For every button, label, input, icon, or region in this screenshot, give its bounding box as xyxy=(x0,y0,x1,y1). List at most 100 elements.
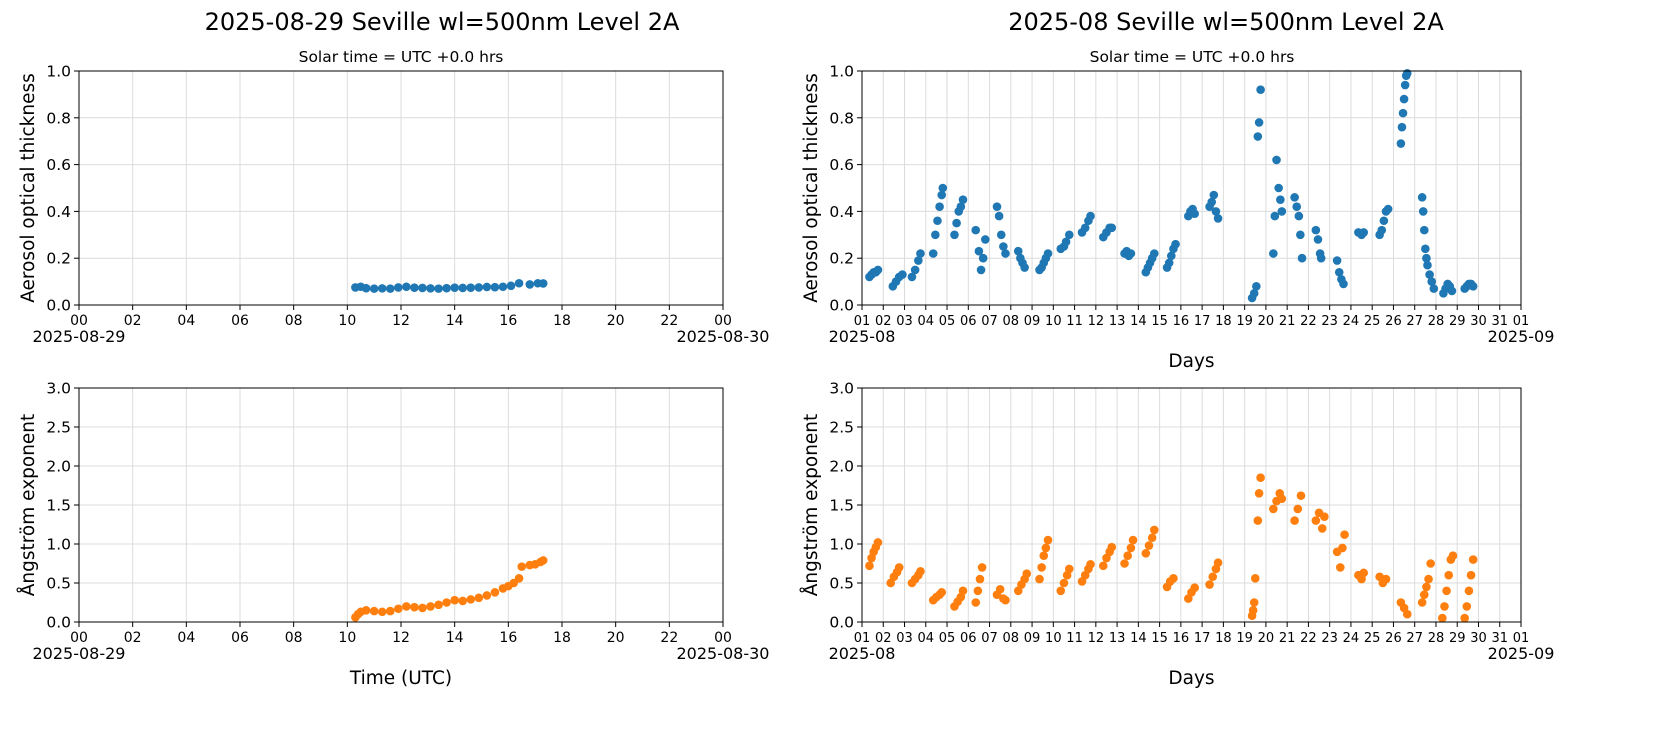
x-tick-label: 10 xyxy=(338,313,356,329)
y-tick-label: 2.5 xyxy=(46,419,71,437)
data-point xyxy=(1320,512,1329,521)
x-tick-label: 20 xyxy=(607,313,625,329)
y-tick-label: 0.8 xyxy=(829,109,854,127)
data-point xyxy=(938,183,948,193)
x-tick-label: 26 xyxy=(1385,314,1402,329)
x-tick-label: 20 xyxy=(1258,631,1275,646)
x-tick-label: 16 xyxy=(1173,314,1190,329)
data-point xyxy=(1311,225,1321,235)
data-point xyxy=(1035,574,1044,584)
right-panel-title: 2025-08 Seville wl=500nm Level 2A xyxy=(1008,8,1444,36)
data-point xyxy=(1396,139,1406,148)
plot-frame xyxy=(861,70,1522,306)
data-point xyxy=(1254,118,1264,127)
data-point xyxy=(974,246,984,256)
x-tick-label: 27 xyxy=(1406,314,1423,329)
x-tick-label: 28 xyxy=(1428,314,1445,329)
x-tick-label: 03 xyxy=(896,631,913,646)
x-tick-label: 14 xyxy=(1130,631,1147,646)
x-tick-label: 16 xyxy=(1173,631,1190,646)
data-point xyxy=(1126,543,1136,553)
data-point xyxy=(1205,580,1214,589)
data-point xyxy=(1144,541,1154,550)
data-point xyxy=(1460,613,1469,623)
data-point xyxy=(1332,256,1342,265)
y-tick-label: 0.5 xyxy=(46,575,71,593)
x-tick-label: 21 xyxy=(1279,314,1296,329)
data-point xyxy=(1249,289,1259,298)
data-point xyxy=(1141,549,1151,558)
data-point xyxy=(1126,249,1136,258)
data-point xyxy=(1043,535,1053,545)
data-point xyxy=(1213,214,1223,223)
data-point xyxy=(1400,80,1410,90)
data-point xyxy=(377,607,387,617)
data-point xyxy=(907,272,917,282)
data-point xyxy=(418,283,427,293)
data-point xyxy=(1296,491,1306,500)
data-point xyxy=(385,606,395,616)
data-point xyxy=(434,600,443,610)
x-tick-label: 08 xyxy=(1003,631,1020,646)
data-point xyxy=(1339,279,1348,289)
x-tick-label: 06 xyxy=(960,314,977,329)
y-tick-label: 1.5 xyxy=(829,497,854,515)
data-point xyxy=(973,586,983,596)
data-point xyxy=(514,574,524,583)
data-point xyxy=(394,283,403,292)
data-point xyxy=(1086,559,1095,569)
y-axis-label: Aerosol optical thickness xyxy=(18,73,39,303)
data-point xyxy=(1256,85,1265,95)
x-tick-label: 00 xyxy=(714,313,732,329)
data-point xyxy=(1383,204,1393,214)
x-tick-label: 05 xyxy=(939,314,956,329)
data-point xyxy=(1269,249,1278,258)
data-point xyxy=(1022,569,1032,578)
data-point xyxy=(1013,246,1023,256)
data-point xyxy=(999,242,1008,251)
x-tick-label: 15 xyxy=(1151,314,1168,329)
data-point xyxy=(1381,574,1391,584)
x-tick-label: 18 xyxy=(553,630,571,646)
data-point xyxy=(1429,284,1439,293)
data-point xyxy=(442,283,451,293)
y-tick-label: 2.0 xyxy=(46,458,71,476)
data-point xyxy=(1468,555,1478,564)
data-point xyxy=(1043,249,1053,258)
data-point xyxy=(1254,489,1264,498)
data-point xyxy=(1059,578,1069,588)
data-point xyxy=(1359,228,1368,237)
data-point xyxy=(1209,190,1219,200)
y-tick-label: 0.0 xyxy=(829,614,854,632)
data-point xyxy=(410,602,419,612)
x-tick-label: 14 xyxy=(446,313,464,329)
data-point xyxy=(1290,193,1299,202)
data-point xyxy=(1422,582,1431,592)
data-point xyxy=(1123,551,1133,560)
data-point xyxy=(1190,583,1199,592)
data-point xyxy=(1256,473,1265,483)
data-point xyxy=(1269,504,1278,514)
x-tick-label: 14 xyxy=(446,630,464,646)
x-tick-label: 25 xyxy=(1364,631,1381,646)
data-point xyxy=(450,595,459,605)
data-point xyxy=(1276,195,1285,204)
x-tick-label: 03 xyxy=(896,314,913,329)
x-tick-label: 09 xyxy=(1024,314,1041,329)
x-tick-label: 16 xyxy=(499,313,517,329)
x-tick-label: 23 xyxy=(1321,631,1338,646)
data-point xyxy=(1253,132,1263,141)
x-tick-label: 12 xyxy=(1088,314,1105,329)
data-point xyxy=(426,602,435,611)
data-point xyxy=(1001,595,1010,605)
x-tick-label: 08 xyxy=(285,630,303,646)
x-tick-label: 06 xyxy=(960,631,977,646)
x-tick-label: 13 xyxy=(1109,314,1126,329)
y-tick-label: 0.5 xyxy=(829,575,854,593)
y-axis-label: Ångström exponent xyxy=(17,414,39,597)
data-point xyxy=(1422,253,1431,263)
data-point xyxy=(1107,542,1117,552)
x-tick-label: 24 xyxy=(1343,314,1360,329)
data-point xyxy=(1039,551,1049,560)
data-point xyxy=(931,230,940,240)
